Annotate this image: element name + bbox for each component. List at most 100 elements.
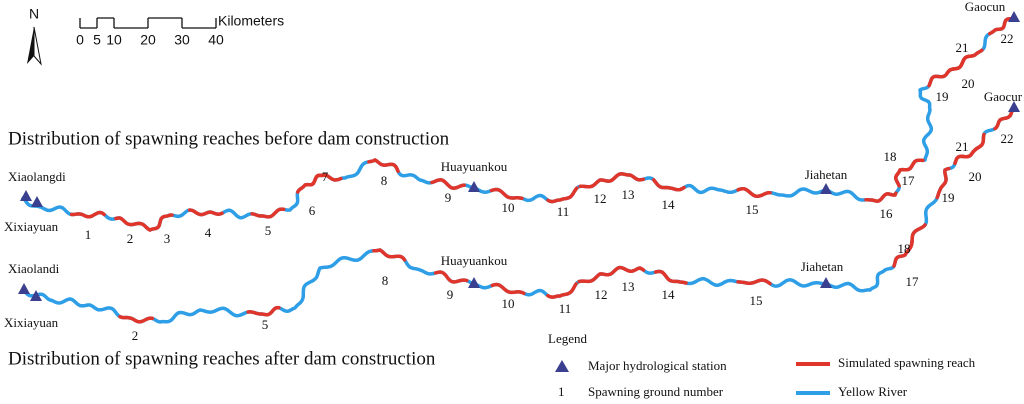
spawning-ground-number: 1 [85,227,92,242]
station-label: Gaocur [984,89,1023,104]
spawning-reach [187,208,224,217]
station-label: Jiahetan [801,259,844,274]
legend-item: Simulated spawning reach [838,355,976,370]
spawning-reach [69,210,106,219]
spawning-ground-number: 7 [322,169,329,184]
spawning-reach [577,272,613,284]
spawning-ground-number: 13 [622,279,635,294]
legend-item: Major hydrological station [588,358,727,373]
spawning-ground-number: 15 [750,293,763,308]
station-marker [820,277,832,288]
station-marker [820,183,832,194]
spawning-reach [250,207,286,219]
station-marker [30,290,42,301]
spawning-ground-number: 15 [746,202,759,217]
spawning-ground-number: 6 [309,203,316,218]
station-marker [468,181,480,192]
spawning-ground-number: 19 [942,190,955,205]
spawning-ground-number: 17 [906,274,920,289]
station-marker [31,196,43,207]
spawning-reach [651,178,686,192]
station-label: Huayuankou [441,159,508,174]
legend-item: Spawning ground number [588,384,724,399]
spawning-reach [954,48,984,71]
map-title: Distribution of spawning reaches before … [8,128,450,149]
spawning-reach [144,213,174,232]
station-label: Xixiayuan [4,219,59,234]
spawning-reach [993,106,1016,131]
spawning-reach [309,173,343,187]
spawning-ground-number: 20 [969,169,982,184]
station-label: Xiaolandi [8,261,60,276]
spawning-ground-number: 14 [662,287,676,302]
spawning-reach [935,166,951,200]
spawning-ground-number: 10 [502,200,515,215]
spawning-ground-number: 12 [595,287,608,302]
spawning-reach [118,314,155,324]
scale-label: 5 [93,32,101,48]
scale-bar [79,17,217,29]
spawning-ground-number: 9 [447,287,454,302]
spawning-ground-number: 20 [962,76,975,91]
station-marker [20,190,32,201]
spawning-ground-number: 11 [557,204,570,219]
scale-label: 10 [106,32,122,48]
station-label: Huayuankou [441,253,508,268]
spawning-ground-number: 18 [884,149,897,164]
spawning-reach [610,265,646,275]
spawning-ground-number: 17 [902,173,916,188]
station-marker [1008,11,1020,22]
spawning-ground-number: 22 [1001,131,1014,146]
spawning-reach [578,178,615,189]
spawning-reach [490,282,526,296]
north-arrow [27,27,34,64]
legend-title: Legend [548,331,587,346]
spawning-ground-number: 21 [956,139,969,154]
spawning-ground-number: 8 [382,273,389,288]
spawning-ground-number: 13 [622,187,635,202]
spawning-reach [546,186,579,204]
scale-unit: Kilometers [218,13,284,29]
legend-station-symbol [555,360,569,372]
spawning-ground-number: 12 [594,191,607,206]
scale-label: 30 [174,32,190,48]
north-label: N [29,6,39,22]
spawning-ground-number: 3 [164,231,171,246]
station-label: Jiahetan [805,167,848,182]
spawning-reach [905,223,927,254]
spawning-ground-number: 5 [262,317,269,332]
spawning-ground-number: 10 [502,296,515,311]
station-marker [1008,101,1020,112]
spawning-reach [927,66,958,88]
spawning-ground-number: 14 [662,197,676,212]
spawning-reach [988,16,1016,36]
spawning-reach [864,191,898,203]
spawning-ground-number: 4 [205,225,212,240]
spawning-ground-number: 21 [956,40,969,55]
spawning-ground-number: 16 [880,206,894,221]
spawning-reach [114,216,149,230]
spawning-reach [610,172,646,182]
spawning-reach [367,158,400,173]
spawning-ground-number: 8 [381,173,388,188]
legend-item: Yellow River [838,384,908,399]
map-title: Distribution of spawning reaches after d… [8,348,436,369]
spawning-ground-number: 2 [127,231,134,246]
north-arrow [33,26,42,66]
scale-label: 0 [76,32,84,48]
spawning-reach [736,186,772,199]
spawning-ground-number: 2 [132,328,139,343]
spawning-ground-number: 18 [898,241,911,256]
station-label: Xixiayuan [4,315,59,330]
spawning-reach [960,132,986,159]
spawning-reach [736,278,772,286]
station-label: Xiaolangdi [8,169,66,184]
legend-number-symbol: 1 [558,384,565,399]
spawning-ground-number: 11 [559,301,572,316]
station-marker [468,277,480,288]
station-label: Gaocun [965,0,1006,14]
spawning-ground-number: 22 [1001,31,1014,46]
spawning-reach [433,270,469,284]
spawning-reach [894,160,917,188]
